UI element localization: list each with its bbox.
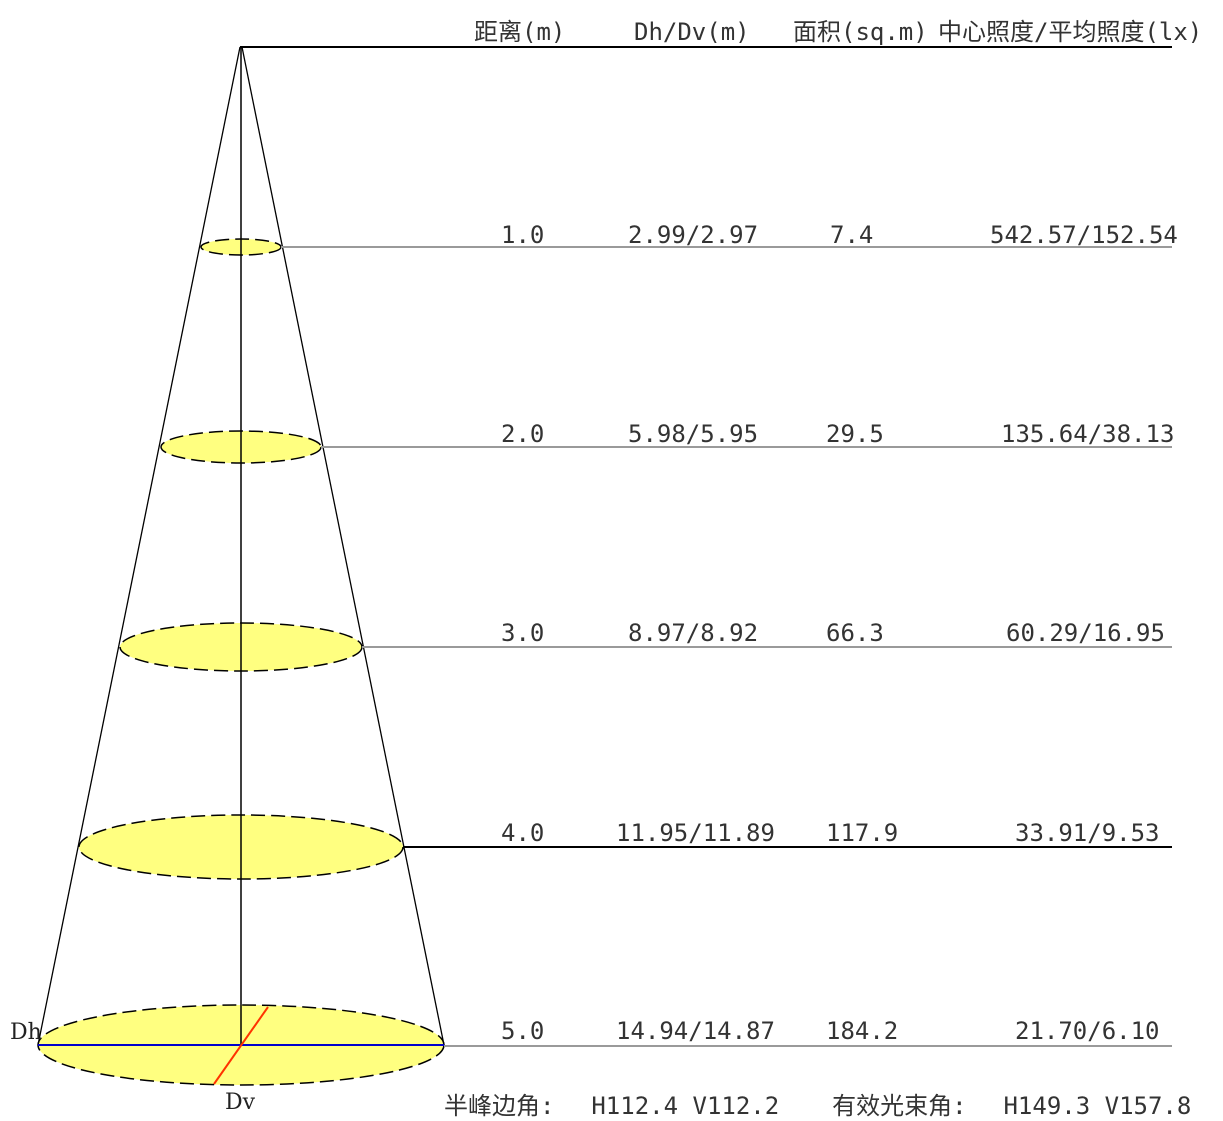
dv-diameter-line	[213, 1006, 269, 1085]
row-2-illuminance: 135.64/38.13	[1001, 420, 1175, 448]
row-4-illuminance: 33.91/9.53	[1015, 819, 1160, 847]
header-area: 面积(sq.m)	[793, 18, 928, 46]
cone-left-edge	[37, 46, 241, 1046]
row-3-diameter: 8.97/8.92	[628, 619, 759, 647]
dh-label: Dh	[10, 1020, 42, 1045]
row-5-illuminance: 21.70/6.10	[1015, 1017, 1160, 1045]
row-3-distance: 3.0	[501, 619, 545, 647]
row-3-area: 66.3	[826, 619, 884, 647]
row-5-diameter: 14.94/14.87	[616, 1017, 775, 1045]
dv-label: Dv	[225, 1090, 256, 1115]
cone-right-edge	[241, 46, 445, 1046]
row-5-distance: 5.0	[501, 1017, 545, 1045]
row-5-area: 184.2	[826, 1017, 899, 1045]
row-4-distance: 4.0	[501, 819, 545, 847]
header-illuminance: 中心照度/平均照度(lx)	[938, 18, 1203, 46]
row-2-distance: 2.0	[501, 420, 545, 448]
row-2-area: 29.5	[826, 420, 884, 448]
row-1-distance: 1.0	[501, 221, 545, 249]
row-4-diameter: 11.95/11.89	[616, 819, 775, 847]
footer-angles: 半峰边角: H112.4 V112.2 有效光束角: H149.3 V157.8	[444, 1086, 1191, 1121]
half-peak-label: 半峰边角:	[444, 1092, 555, 1120]
row-2-diameter: 5.98/5.95	[628, 420, 759, 448]
beam-angle-label: 有效光束角:	[832, 1092, 967, 1120]
row-1-area: 7.4	[830, 221, 874, 249]
row-3-illuminance: 60.29/16.95	[1006, 619, 1165, 647]
header-distance: 距离(m)	[474, 18, 566, 46]
half-peak-value: H112.4 V112.2	[591, 1092, 780, 1120]
header-diameter: Dh/Dv(m)	[634, 18, 750, 46]
row-1-illuminance: 542.57/152.54	[990, 221, 1178, 249]
beam-angle-value: H149.3 V157.8	[1003, 1092, 1192, 1120]
row-1-diameter: 2.99/2.97	[628, 221, 759, 249]
row-4-area: 117.9	[826, 819, 899, 847]
